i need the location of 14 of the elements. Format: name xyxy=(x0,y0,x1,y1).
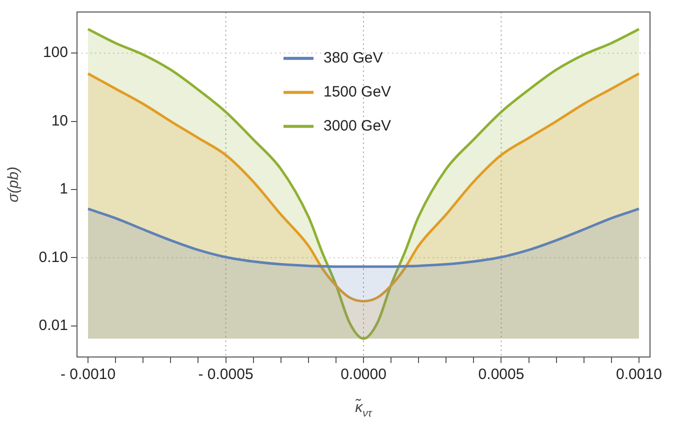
legend-label: 1500 GeV xyxy=(324,84,392,101)
y-tick-label: 1 xyxy=(60,180,68,198)
legend-label: 380 GeV xyxy=(324,50,383,67)
y-tick-label: 100 xyxy=(42,44,68,62)
x-tick-label: 0.0000 xyxy=(340,366,386,384)
y-tick-label: 0.01 xyxy=(38,317,68,334)
x-tick-label: 0.0010 xyxy=(616,366,662,384)
y-tick-label: 0.10 xyxy=(38,248,68,266)
x-tick-label: - 0.0010 xyxy=(60,366,116,384)
legend-label: 3000 GeV xyxy=(324,118,392,135)
y-tick-label: 10 xyxy=(51,112,68,130)
y-axis-title: σ(pb) xyxy=(5,166,22,202)
x-tick-label: - 0.0005 xyxy=(198,366,254,384)
x-tick-label: 0.0005 xyxy=(478,366,524,384)
